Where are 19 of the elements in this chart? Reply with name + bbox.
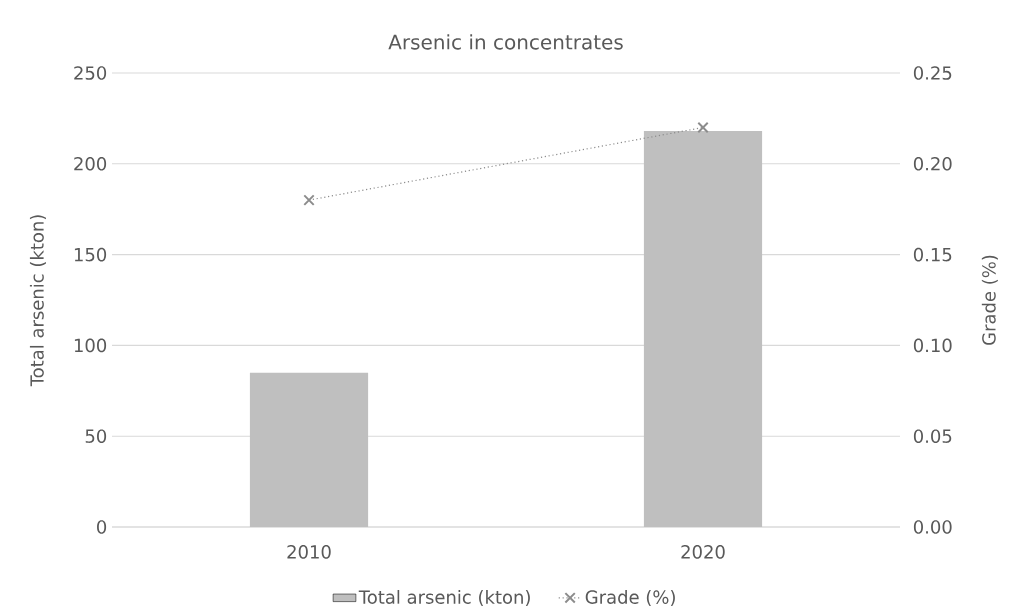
y2-tick-label: 0.00 <box>913 520 952 534</box>
x-tick-label: 2010 <box>287 545 331 559</box>
y-tick-label: 0 <box>97 520 107 534</box>
y2-tick-label: 0.10 <box>913 338 952 353</box>
legend-label: Grade (%) <box>585 589 675 607</box>
y2-tick-label: 0.05 <box>913 429 952 443</box>
y-tick-label: 50 <box>85 429 107 443</box>
y-tick-label: 150 <box>74 247 107 262</box>
y2-tick-label: 0.25 <box>913 66 952 80</box>
y-tick-label: 250 <box>74 66 107 80</box>
y-tick-label: 200 <box>74 156 107 171</box>
legend-label: Total arsenic (kton) <box>358 589 530 607</box>
y-tick-label: 100 <box>74 338 107 353</box>
y-axis-title: Total arsenic (kton) <box>29 215 46 387</box>
y2-axis-title: Grade (%) <box>981 255 998 345</box>
y2-tick-label: 0.15 <box>913 247 952 262</box>
chart-title: Arsenic in concentrates <box>388 34 623 50</box>
y2-tick-label: 0.20 <box>913 156 952 171</box>
x-tick-label: 2020 <box>681 545 725 559</box>
